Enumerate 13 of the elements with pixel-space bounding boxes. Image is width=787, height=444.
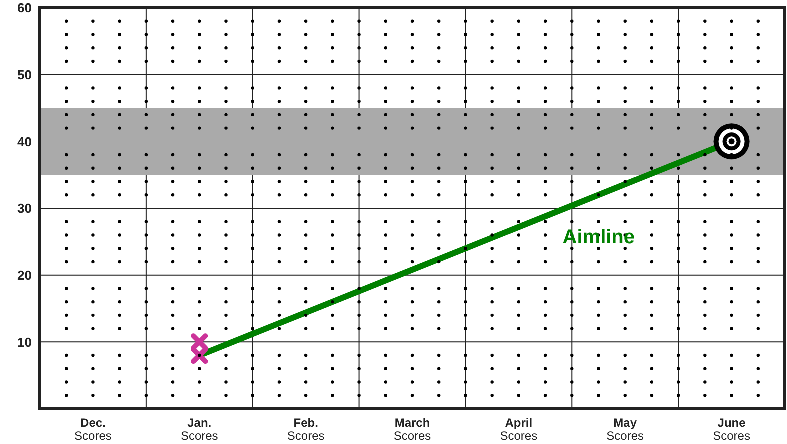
x-tick-label: May Scores: [606, 416, 644, 443]
x-tick-label: June Scores: [713, 416, 750, 443]
y-tick-label: 50: [18, 67, 32, 82]
y-tick-label: 10: [18, 334, 32, 350]
x-tick-label: April Scores: [500, 416, 538, 443]
x-tick-label: Dec. Scores: [74, 416, 112, 443]
y-tick-label: 40: [18, 134, 32, 150]
y-tick-label: 20: [18, 268, 32, 283]
y-tick-label: 60: [18, 0, 32, 16]
x-tick-label: March Scores: [394, 416, 432, 443]
y-tick-label: 30: [18, 201, 32, 216]
x-tick-label: Jan. Scores: [180, 416, 218, 443]
x-tick-label: Feb. Scores: [287, 416, 325, 443]
